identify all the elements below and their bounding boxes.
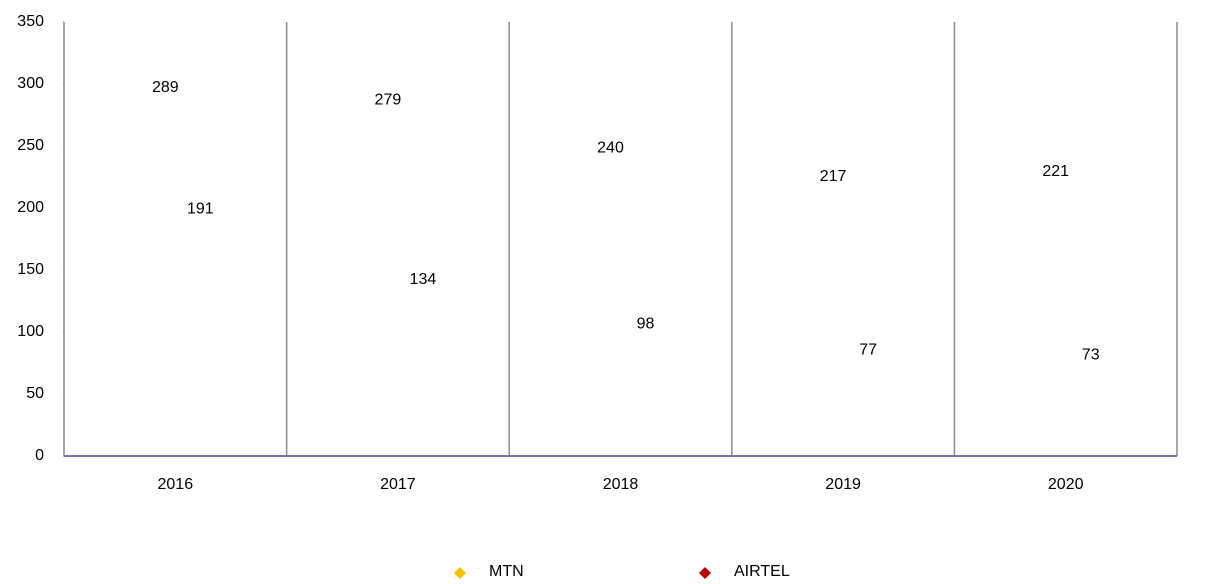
y-tick-label: 250 (17, 137, 44, 154)
legend-marker (454, 567, 466, 579)
data-label: 217 (820, 168, 847, 185)
legend-label: MTN (489, 563, 524, 579)
y-tick-label: 50 (26, 385, 44, 402)
y-tick-label: 350 (17, 13, 44, 30)
data-label: 73 (1082, 347, 1100, 364)
x-tick-label: 2016 (158, 476, 194, 493)
data-label: 240 (597, 140, 624, 157)
data-label: 134 (410, 271, 437, 288)
legend-label: AIRTEL (734, 563, 790, 579)
y-tick-label: 200 (17, 199, 44, 216)
y-tick-label: 300 (17, 75, 44, 92)
x-tick-label: 2019 (825, 476, 861, 493)
x-tick-label: 2018 (603, 476, 639, 493)
x-tick-label: 2020 (1048, 476, 1084, 493)
y-tick-label: 150 (17, 261, 44, 278)
y-tick-label: 0 (35, 447, 44, 464)
data-label: 279 (375, 91, 402, 108)
y-tick-label: 100 (17, 323, 44, 340)
data-label: 221 (1042, 163, 1069, 180)
legend-marker (699, 567, 711, 579)
data-label: 191 (187, 200, 214, 217)
data-label: 98 (637, 316, 655, 333)
x-tick-label: 2017 (380, 476, 416, 493)
data-label: 289 (152, 79, 179, 96)
data-label: 77 (859, 342, 877, 359)
